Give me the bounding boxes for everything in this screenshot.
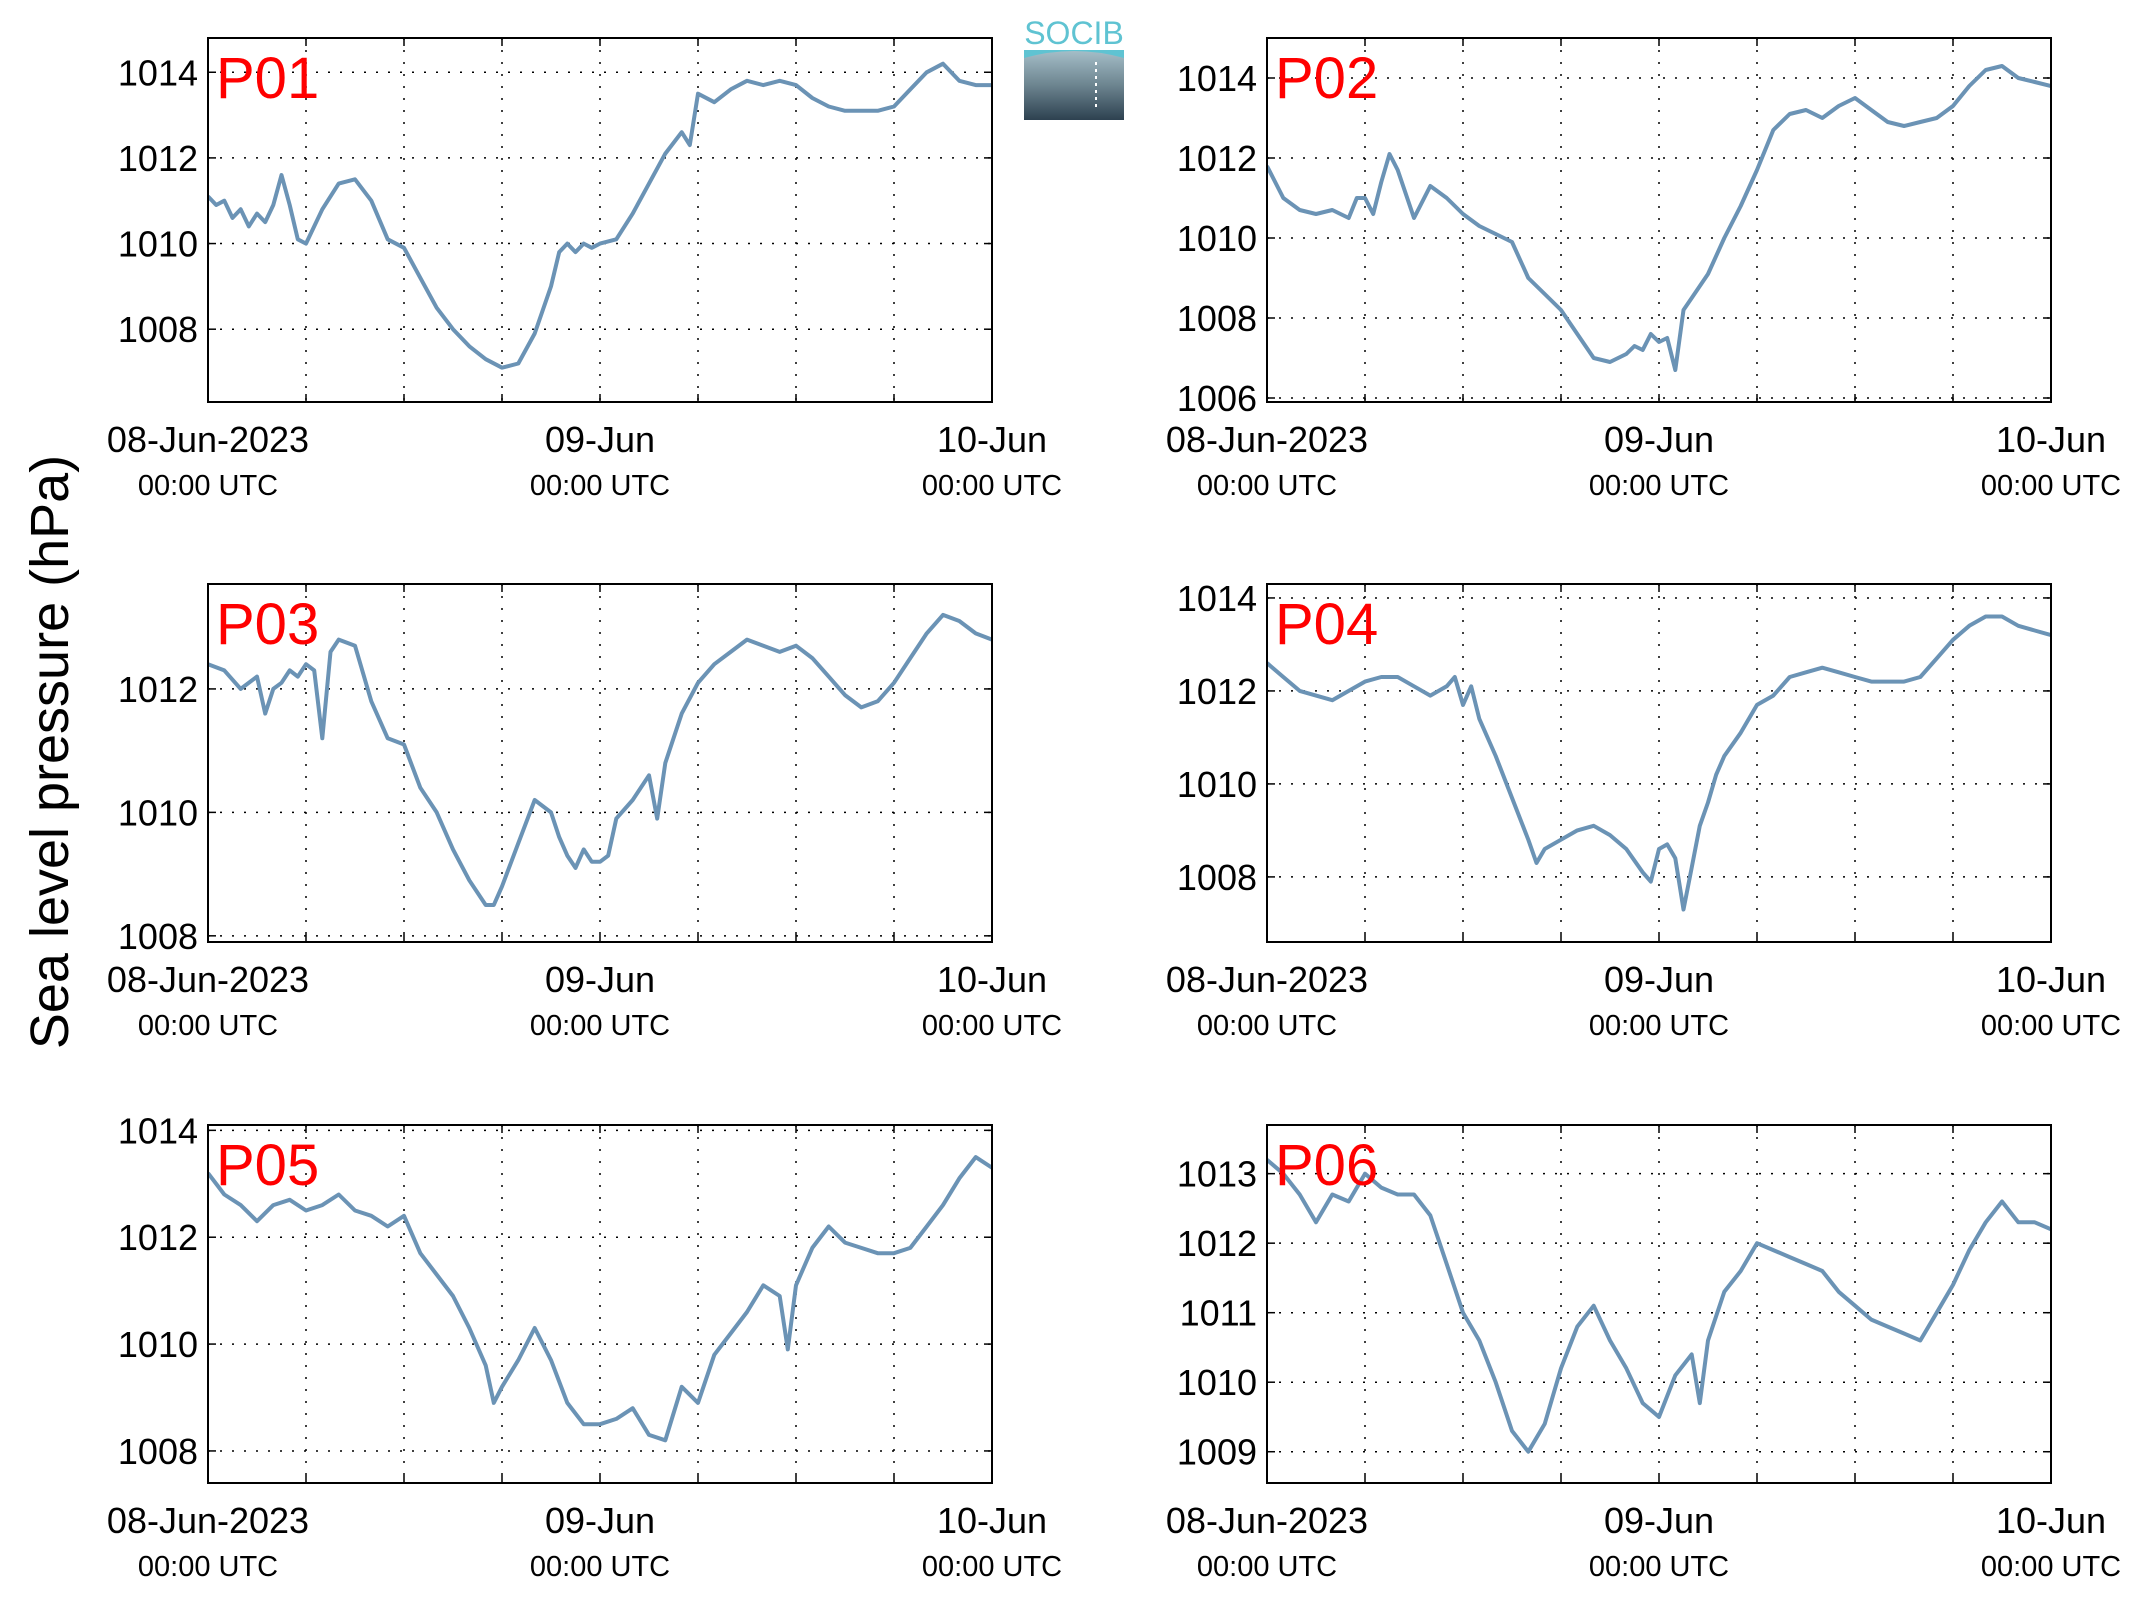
x-tick-label-time: 00:00 UTC: [530, 470, 670, 502]
x-tick-label-date: 10-Jun: [1996, 419, 2106, 460]
x-tick-label-time: 00:00 UTC: [138, 1551, 278, 1583]
panel-label: P06: [1275, 1133, 1378, 1198]
axes-frame: [207, 37, 993, 403]
y-tick-label: 1008: [118, 916, 198, 957]
panel-p04: 1008 1010 1012 1014 08-Jun-2023 00:00 UTC 09-J…: [1166, 578, 2121, 1042]
panel-label: P01: [216, 46, 319, 111]
axes-frame: [207, 1124, 993, 1484]
y-axis-label: Sea level pressure (hPa): [20, 455, 80, 1049]
x-tick-label-time: 00:00 UTC: [1197, 470, 1337, 502]
y-tick-label: 1009: [1177, 1432, 1257, 1473]
y-tick-label: 1010: [1177, 1362, 1257, 1403]
x-tick-label-date: 10-Jun: [937, 419, 1047, 460]
panel-p02: 1006 1008 1010 1012 1014 08-Jun-2023 00:00 UTC…: [1166, 37, 2121, 502]
y-tick-label: 1010: [118, 792, 198, 833]
x-tick-label-date: 08-Jun-2023: [107, 1500, 309, 1541]
x-tick-label-time: 00:00 UTC: [530, 1551, 670, 1583]
panel-p05: 1008 1010 1012 1014 08-Jun-2023 00:00 UTC 09-J…: [107, 1110, 1062, 1583]
logo-text: SOCIB: [1024, 15, 1124, 51]
axes-frame: [1266, 37, 2052, 403]
y-tick-label: 1012: [118, 669, 198, 710]
x-tick-label-time: 00:00 UTC: [1981, 1551, 2121, 1583]
y-tick-label: 1010: [1177, 218, 1257, 259]
series-line-p02: [1267, 64, 2051, 372]
y-tick-label: 1012: [118, 1217, 198, 1258]
y-tick-label: 1008: [1177, 857, 1257, 898]
y-tick-label: 1008: [118, 1431, 198, 1472]
series-line-p03: [208, 612, 992, 907]
panels: 1008 1010 1012 1014 08-Jun-2023 00:00 UTC 09-J…: [107, 37, 2121, 1583]
x-tick-label-date: 08-Jun-2023: [107, 959, 309, 1000]
logo-wave: [1024, 50, 1124, 58]
x-tick-label-date: 09-Jun: [1604, 959, 1714, 1000]
x-tick-label-date: 10-Jun: [1996, 1500, 2106, 1541]
x-tick-label-date: 09-Jun: [545, 959, 655, 1000]
x-tick-label-time: 00:00 UTC: [922, 1010, 1062, 1042]
axes-frame: [1266, 583, 2052, 943]
panel-label: P02: [1275, 46, 1378, 111]
x-tick-label-date: 08-Jun-2023: [107, 419, 309, 460]
series-line-p01: [208, 61, 992, 370]
y-tick-label: 1010: [118, 1324, 198, 1365]
x-tick-label-date: 09-Jun: [1604, 419, 1714, 460]
y-tick-label: 1014: [118, 52, 198, 93]
panel-p01: 1008 1010 1012 1014 08-Jun-2023 00:00 UTC 09-J…: [107, 37, 1062, 502]
x-tick-label-time: 00:00 UTC: [138, 470, 278, 502]
x-tick-label-date: 10-Jun: [937, 959, 1047, 1000]
series-line-p06: [1267, 1158, 2051, 1454]
x-tick-label-date: 09-Jun: [1604, 1500, 1714, 1541]
panel-label: P05: [216, 1133, 319, 1198]
y-tick-label: 1012: [1177, 1223, 1257, 1264]
x-tick-label-date: 08-Jun-2023: [1166, 419, 1368, 460]
panel-p03: 1008 1010 1012 08-Jun-2023 00:00 UTC 09-Jun 00…: [107, 583, 1062, 1042]
y-tick-label: 1014: [1177, 578, 1257, 619]
socib-logo: SOCIB: [1024, 15, 1124, 120]
x-tick-label-time: 00:00 UTC: [1197, 1551, 1337, 1583]
y-tick-label: 1013: [1177, 1154, 1257, 1195]
panel-p06: 1009 1010 1011 1012 1013 08-Jun-2023 00:00 UTC…: [1166, 1124, 2121, 1583]
x-tick-label-time: 00:00 UTC: [1589, 1010, 1729, 1042]
y-tick-label: 1010: [118, 224, 198, 265]
y-tick-label: 1014: [118, 1110, 198, 1151]
x-tick-label-time: 00:00 UTC: [1981, 470, 2121, 502]
x-tick-label-time: 00:00 UTC: [922, 470, 1062, 502]
logo-gradient-block: [1024, 50, 1124, 120]
x-tick-label-date: 09-Jun: [545, 419, 655, 460]
y-tick-label: 1010: [1177, 764, 1257, 805]
x-tick-label-date: 10-Jun: [1996, 959, 2106, 1000]
x-tick-label-date: 09-Jun: [545, 1500, 655, 1541]
axes-frame: [207, 583, 993, 943]
x-tick-label-date: 08-Jun-2023: [1166, 959, 1368, 1000]
x-tick-label-time: 00:00 UTC: [1589, 470, 1729, 502]
series-line-p05: [208, 1155, 992, 1443]
y-tick-label: 1008: [1177, 298, 1257, 339]
x-tick-label-time: 00:00 UTC: [922, 1551, 1062, 1583]
series-line-p04: [1267, 614, 2051, 912]
x-tick-label-time: 00:00 UTC: [530, 1010, 670, 1042]
panel-label: P04: [1275, 592, 1378, 657]
y-tick-label: 1012: [1177, 138, 1257, 179]
x-tick-label-time: 00:00 UTC: [1197, 1010, 1337, 1042]
y-tick-label: 1012: [118, 138, 198, 179]
x-tick-label-time: 00:00 UTC: [1981, 1010, 2121, 1042]
y-tick-label: 1011: [1180, 1293, 1257, 1334]
x-tick-label-date: 08-Jun-2023: [1166, 1500, 1368, 1541]
y-tick-label: 1012: [1177, 671, 1257, 712]
x-tick-label-date: 10-Jun: [937, 1500, 1047, 1541]
x-tick-label-time: 00:00 UTC: [138, 1010, 278, 1042]
axes-frame: [1266, 1124, 2052, 1484]
y-tick-label: 1006: [1177, 378, 1257, 419]
y-tick-label: 1008: [118, 309, 198, 350]
panel-label: P03: [216, 592, 319, 657]
x-tick-label-time: 00:00 UTC: [1589, 1551, 1729, 1583]
y-tick-label: 1014: [1177, 58, 1257, 99]
